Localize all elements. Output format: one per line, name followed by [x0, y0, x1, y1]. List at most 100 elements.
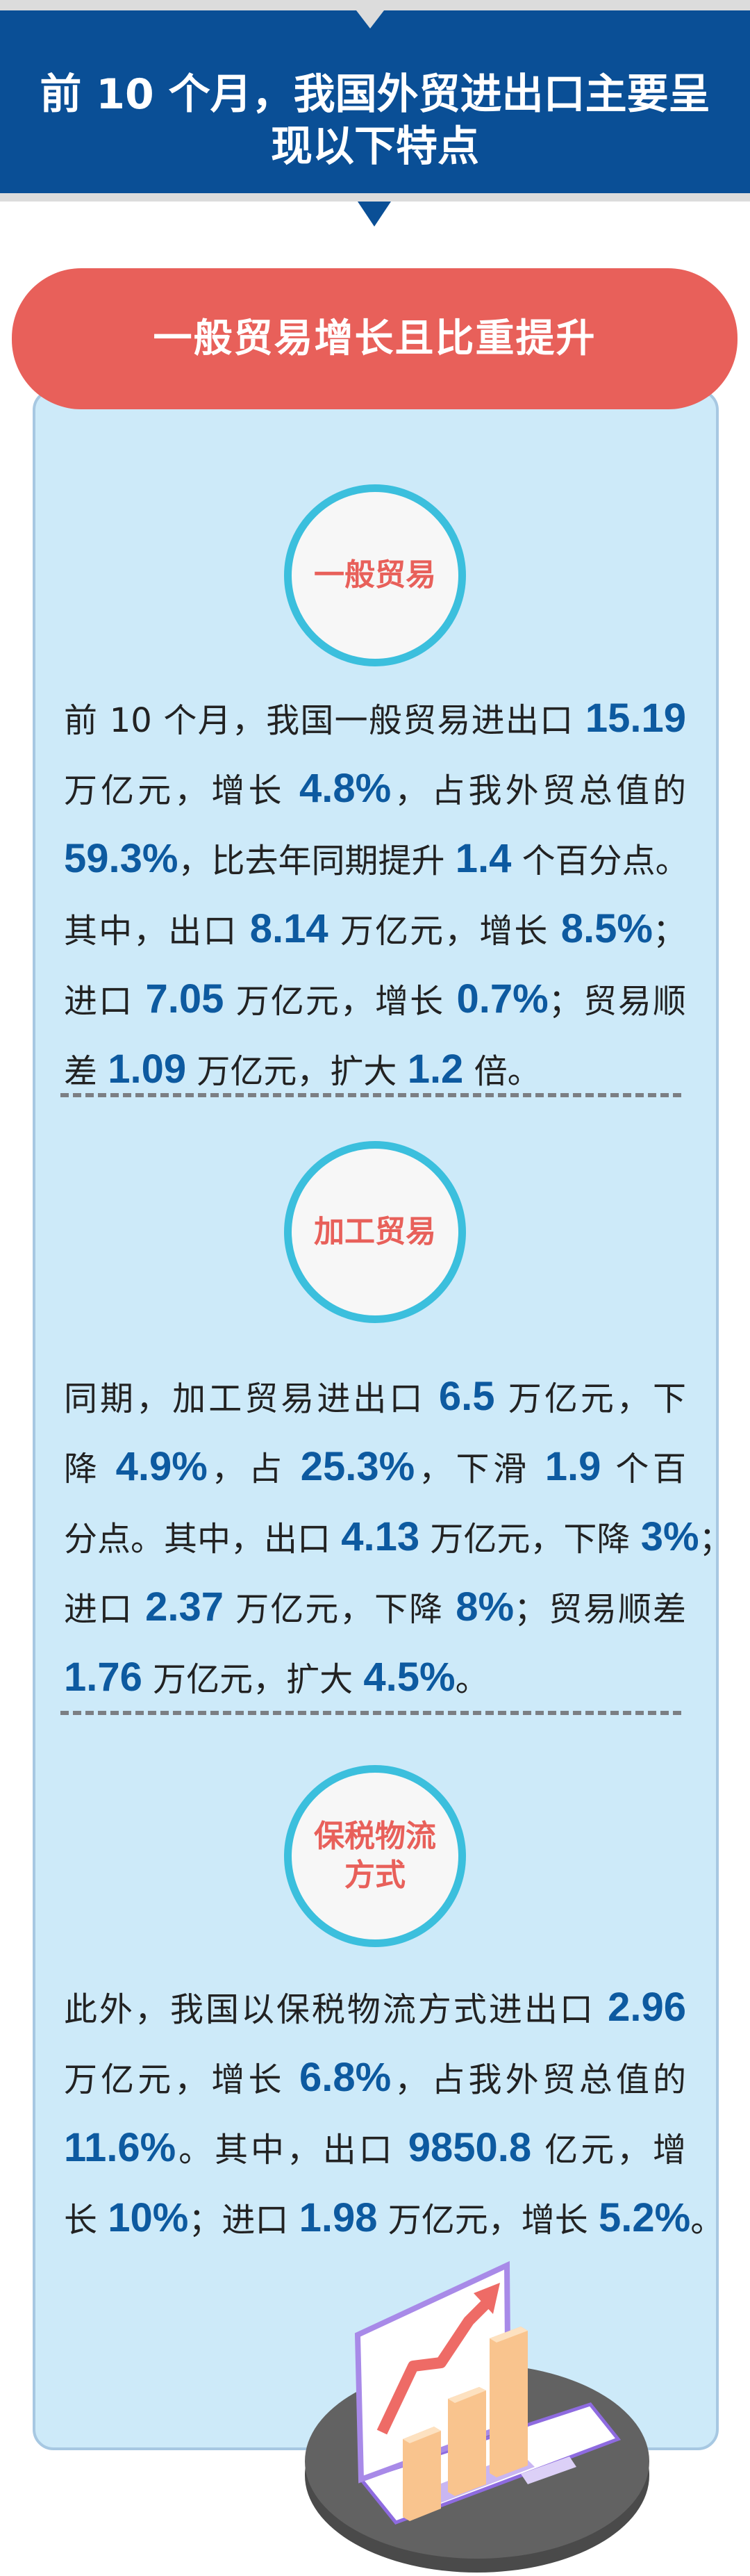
- text-segment: 万亿元，增长: [64, 2060, 299, 2099]
- highlight-number: 25.3%: [300, 1444, 415, 1489]
- page-title-line1: 前 10 个月，我国外贸进出口主要呈: [40, 70, 710, 119]
- badge-bonded-logistics: 保税物流 方式: [284, 1765, 466, 1947]
- text-segment: 个百: [601, 1450, 686, 1488]
- text-line: 降 4.9%，占 25.3%，下滑 1.9 个百: [64, 1431, 686, 1502]
- text-segment: 万亿元，增长: [328, 912, 561, 951]
- text-segment: 万亿元，扩大: [142, 1660, 364, 1699]
- highlight-number: 7.05: [145, 976, 224, 1022]
- badge-label: 一般贸易: [314, 557, 436, 593]
- text-segment: 。: [690, 2201, 724, 2240]
- highlight-number: 1.98: [299, 2195, 378, 2240]
- highlight-number: 2.96: [608, 1985, 686, 2030]
- text-segment: 其中，出口: [64, 912, 250, 951]
- highlight-number: 3%: [640, 1514, 699, 1559]
- header-underline-band: [0, 193, 750, 202]
- text-segment: 万亿元，下: [494, 1379, 686, 1418]
- text-segment: 前 10 个月，我国一般贸易进出口: [64, 701, 585, 740]
- highlight-number: 4.8%: [299, 766, 392, 811]
- text-segment: ，占: [207, 1450, 301, 1488]
- highlight-number: 4.5%: [363, 1655, 456, 1700]
- text-segment: 此外，我国以保税物流方式进出口: [64, 1990, 608, 2029]
- highlight-number: 2.37: [145, 1584, 224, 1630]
- section-title: 一般贸易增长且比重提升: [12, 268, 738, 409]
- text-segment: 长: [64, 2201, 108, 2240]
- badge-general-trade: 一般贸易: [284, 484, 466, 666]
- text-segment: 进口: [64, 1590, 146, 1629]
- highlight-number: 8.14: [249, 906, 328, 951]
- text-segment: 万亿元，增长: [64, 771, 299, 810]
- paragraph-general-trade: 前 10 个月，我国一般贸易进出口 15.19 万亿元，增长 4.8%，占我外贸总…: [64, 683, 689, 1104]
- text-segment: ，占我外贸总值的: [391, 771, 686, 810]
- highlight-number: 59.3%: [64, 836, 178, 881]
- down-arrow-icon: [358, 202, 391, 227]
- paragraph-processing-trade: 同期，加工贸易进出口 6.5 万亿元，下降 4.9%，占 25.3%，下滑 1.…: [64, 1361, 733, 1712]
- badge-label: 方式: [344, 1857, 406, 1893]
- text-line: 同期，加工贸易进出口 6.5 万亿元，下: [64, 1361, 686, 1431]
- text-line: 分点。其中，出口 4.13 万亿元，下降 3%；: [64, 1502, 733, 1572]
- text-segment: 万亿元，增长: [224, 982, 457, 1021]
- top-band: [0, 0, 750, 10]
- text-segment: 倍。: [463, 1052, 541, 1091]
- text-line: 差 1.09 万亿元，扩大 1.2 倍。: [64, 1034, 686, 1104]
- text-segment: 万亿元，下降: [419, 1520, 641, 1559]
- notch-triangle-icon: [356, 10, 384, 28]
- text-line: 万亿元，增长 6.8%，占我外贸总值的: [64, 2042, 686, 2113]
- header-banner: 前 10 个月，我国外贸进出口主要呈 现以下特点: [0, 10, 750, 193]
- highlight-number: 4.13: [341, 1514, 420, 1559]
- text-segment: 差: [64, 1052, 108, 1091]
- text-segment: 分点。其中，出口: [64, 1520, 342, 1559]
- highlight-number: 1.09: [108, 1047, 187, 1092]
- highlight-number: 1.2: [407, 1047, 464, 1092]
- text-segment: ；贸易顺: [548, 982, 686, 1021]
- text-line: 59.3%，比去年同期提升 1.4 个百分点。: [64, 823, 689, 894]
- text-segment: ，比去年同期提升: [178, 842, 456, 880]
- highlight-number: 1.76: [64, 1655, 142, 1700]
- paragraph-bonded-logistics: 此外，我国以保税物流方式进出口 2.96 万亿元，增长 6.8%，占我外贸总值的 1…: [64, 1972, 724, 2253]
- badge-label: 加工贸易: [314, 1214, 436, 1249]
- text-line: 其中，出口 8.14 万亿元，增长 8.5%；: [64, 894, 686, 964]
- highlight-number: 1.9: [544, 1444, 601, 1489]
- highlight-number: 11.6%: [64, 2125, 176, 2170]
- text-line: 进口 7.05 万亿元，增长 0.7%；贸易顺: [64, 964, 686, 1034]
- highlight-number: 9850.8: [408, 2125, 532, 2170]
- text-segment: ；进口: [188, 2201, 299, 2240]
- badge-processing-trade: 加工贸易: [284, 1141, 466, 1323]
- highlight-number: 5.2%: [599, 2195, 691, 2240]
- text-segment: 万亿元，下降: [224, 1590, 456, 1629]
- text-segment: 降: [64, 1450, 116, 1488]
- content-panel: [33, 389, 719, 2450]
- text-segment: ；贸易顺差: [514, 1590, 686, 1629]
- highlight-number: 10%: [108, 2195, 189, 2240]
- text-segment: 进口: [64, 982, 146, 1021]
- text-segment: ；: [699, 1520, 733, 1559]
- badge-label: 保税物流: [314, 1819, 436, 1854]
- highlight-number: 4.9%: [115, 1444, 208, 1489]
- text-line: 1.76 万亿元，扩大 4.5%。: [64, 1642, 686, 1712]
- text-segment: ；: [652, 912, 686, 951]
- text-segment: 万亿元，扩大: [186, 1052, 408, 1091]
- highlight-number: 6.5: [438, 1374, 495, 1419]
- highlight-number: 0.7%: [456, 976, 549, 1022]
- page-title-line2: 现以下特点: [271, 122, 479, 171]
- text-segment: ，下滑: [415, 1450, 545, 1488]
- text-segment: 同期，加工贸易进出口: [64, 1379, 439, 1418]
- text-segment: 亿元，增: [531, 2131, 686, 2169]
- text-segment: ，占我外贸总值的: [391, 2060, 686, 2099]
- highlight-number: 8.5%: [560, 906, 653, 951]
- text-segment: 个百分点。: [511, 842, 689, 880]
- text-line: 长 10%；进口 1.98 万亿元，增长 5.2%。: [64, 2183, 724, 2253]
- highlight-number: 1.4: [455, 836, 512, 881]
- text-line: 进口 2.37 万亿元，下降 8%；贸易顺差: [64, 1572, 686, 1642]
- laptop-growth-chart-icon: [305, 2261, 649, 2573]
- highlight-number: 15.19: [585, 696, 686, 741]
- highlight-number: 6.8%: [299, 2055, 392, 2100]
- highlight-number: 8%: [456, 1584, 515, 1630]
- text-segment: 。其中，出口: [176, 2131, 408, 2169]
- text-line: 此外，我国以保税物流方式进出口 2.96: [64, 1972, 686, 2042]
- text-line: 前 10 个月，我国一般贸易进出口 15.19: [64, 683, 686, 753]
- text-segment: 万亿元，增长: [377, 2201, 599, 2240]
- dashed-divider: [60, 1093, 681, 1097]
- text-segment: 。: [455, 1660, 489, 1699]
- text-line: 11.6%。其中，出口 9850.8 亿元，增: [64, 2113, 686, 2183]
- text-line: 万亿元，增长 4.8%，占我外贸总值的: [64, 753, 686, 823]
